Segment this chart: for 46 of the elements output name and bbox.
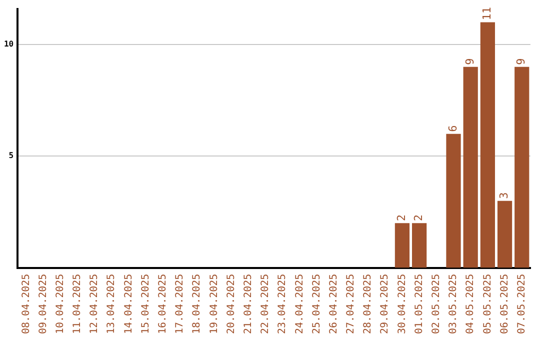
x-tick-label: 11.04.2025 <box>72 274 84 334</box>
x-tick-label: 10.04.2025 <box>54 274 66 334</box>
x-tick-label: 21.04.2025 <box>242 274 254 334</box>
data-label: 9 <box>463 58 476 65</box>
data-label: 3 <box>498 192 511 199</box>
y-tick-label: 5 <box>8 151 14 160</box>
x-tick-label: 30.04.2025 <box>396 274 408 334</box>
x-tick-label: 16.04.2025 <box>158 274 169 334</box>
data-label: 9 <box>514 58 528 65</box>
x-tick-label: 04.05.2025 <box>465 274 476 334</box>
bar <box>514 66 530 268</box>
bar <box>412 223 427 268</box>
x-tick-label: 28.04.2025 <box>362 274 374 334</box>
x-tick-label: 18.04.2025 <box>192 274 203 334</box>
x-tick-label: 03.05.2025 <box>448 274 460 334</box>
x-tick-label: 09.04.2025 <box>38 274 49 334</box>
x-tick-label: 27.04.2025 <box>346 274 357 334</box>
bar <box>497 200 512 268</box>
y-tick-label: 10 <box>4 40 14 49</box>
x-tick-label: 06.05.2025 <box>499 274 510 334</box>
bar <box>394 223 410 268</box>
data-label: 2 <box>395 214 408 222</box>
x-tick-label: 13.04.2025 <box>106 274 118 334</box>
x-tick-label: 25.04.2025 <box>311 274 322 334</box>
x-tick-label: 20.04.2025 <box>226 274 237 334</box>
x-tick-label: 17.04.2025 <box>174 274 186 334</box>
x-tick-label: 01.05.2025 <box>414 274 425 334</box>
x-tick-label: 22.04.2025 <box>260 274 272 334</box>
x-tick-label: 05.05.2025 <box>482 274 494 334</box>
x-tick-label: 29.04.2025 <box>380 274 391 334</box>
bar <box>480 22 495 268</box>
data-label: 11 <box>480 6 494 20</box>
x-tick-label: 24.04.2025 <box>294 274 306 334</box>
data-label: 2 <box>412 214 426 222</box>
x-tick-label: 08.04.2025 <box>20 274 32 334</box>
x-tick-label: 23.04.2025 <box>277 274 288 334</box>
x-tick-label: 19.04.2025 <box>208 274 220 334</box>
x-tick-label: 14.04.2025 <box>123 274 134 334</box>
x-tick-label: 12.04.2025 <box>89 274 100 334</box>
data-label: 6 <box>446 125 460 132</box>
bar <box>446 134 461 268</box>
x-tick-label: 02.05.2025 <box>430 274 442 334</box>
x-tick-label: 26.04.2025 <box>328 274 340 334</box>
x-tick-label: 07.05.2025 <box>516 274 528 334</box>
bar <box>463 66 478 268</box>
x-tick-label: 15.04.2025 <box>140 274 152 334</box>
